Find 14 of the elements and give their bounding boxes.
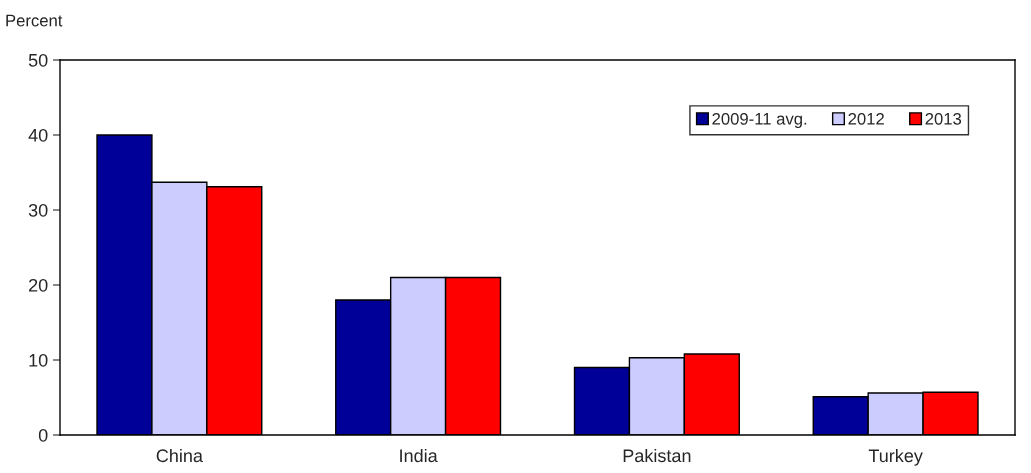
y-tick-label: 30 bbox=[28, 203, 48, 217]
legend-label: 2009-11 avg. bbox=[712, 112, 807, 129]
x-tick-label: India bbox=[400, 448, 438, 463]
y-tick-label: 20 bbox=[29, 278, 48, 292]
legend-label: 2013 bbox=[925, 112, 962, 125]
legend-label: 2012 bbox=[848, 112, 884, 125]
y-tick-label: 40 bbox=[28, 128, 48, 142]
y-tick-label: 50 bbox=[28, 53, 48, 67]
x-tick-label: Pakistan bbox=[623, 448, 691, 463]
y-tick-label: 0 bbox=[38, 428, 48, 442]
x-tick-label: China bbox=[156, 448, 203, 463]
y-axis-title: Percent bbox=[6, 14, 63, 27]
x-tick-label: Turkey bbox=[868, 448, 923, 466]
y-tick-label: 10 bbox=[29, 353, 48, 367]
